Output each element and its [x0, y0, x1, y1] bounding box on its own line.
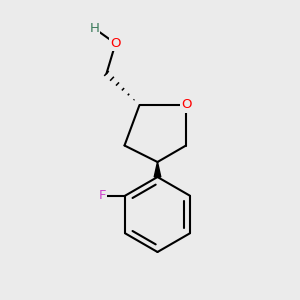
Text: F: F [99, 189, 106, 202]
Text: H: H [90, 22, 99, 35]
Polygon shape [154, 162, 161, 177]
Text: O: O [181, 98, 191, 112]
Text: O: O [110, 37, 121, 50]
